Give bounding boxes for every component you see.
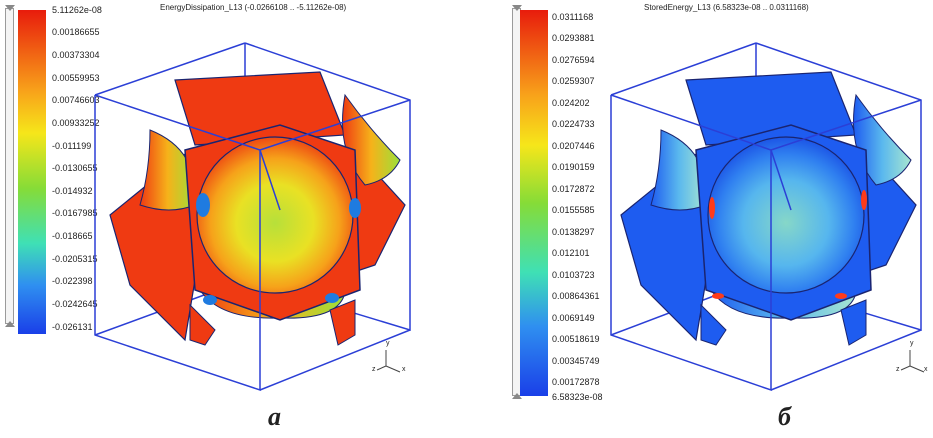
solid-face-bottom-right [840,299,867,346]
accent-spot [203,295,217,305]
accent-spot [861,190,867,210]
solid-face-bottom-left [700,303,727,346]
solid-face-bottom-left [189,303,216,346]
cube-wireframe-front [610,94,922,392]
cube-wireframe-front [94,94,411,392]
cube-render [610,42,922,392]
slider-top-thumb[interactable] [512,5,522,11]
legend-label: 0.00864361 [552,291,600,301]
legend-label: 0.00373304 [52,50,100,60]
legend-label: 0.0207446 [552,141,595,151]
axis-label-x: x [924,366,928,373]
accent-spot [712,293,724,299]
legend-label: 0.00345749 [552,356,600,366]
legend-label: -0.011199 [52,141,92,151]
legend-label: 0.00518619 [552,334,600,344]
accent-spot [349,198,361,218]
legend-label: 0.0311168 [552,12,594,22]
axis-label-z: z [372,366,376,373]
cube-render [94,42,411,392]
legend-label: 6.58323e-08 [552,392,603,402]
legend-label: 0.024202 [552,98,590,108]
legend-label: 0.0069149 [552,313,595,323]
color-legend-bar [520,10,548,396]
legend-label: -0.018665 [52,231,93,241]
slider-bottom-thumb[interactable] [5,321,15,327]
axis-triad-icon [376,350,401,373]
legend-label: 0.00186655 [52,27,100,37]
legend-label: -0.026131 [52,322,93,332]
dome-front [196,136,354,294]
solid-face-bottom-right [329,299,356,346]
legend-label: -0.0242645 [52,299,98,309]
panel-caption: б [778,402,791,431]
axis-triad: y x z [896,340,932,376]
panel-stored-energy: 0.0311168 0.0293881 0.0276594 0.0259307 … [466,0,933,438]
saddle-left [139,129,196,211]
legend-label: 0.0190159 [552,162,595,172]
range-slider[interactable] [5,5,15,327]
axis-label-x: x [402,366,406,373]
accent-spot [325,293,339,303]
saddle-left [650,129,707,211]
legend-label: 0.0138297 [552,227,595,237]
color-legend-bar [18,10,46,334]
legend-label: -0.0130655 [52,163,98,173]
legend-label: -0.014932 [52,186,93,196]
legend-label: 5.11262e-08 [52,5,102,15]
slider-bottom-thumb[interactable] [512,393,522,399]
legend-label: 0.0103723 [552,270,595,280]
axis-label-z: z [896,366,900,373]
legend-label: -0.0205315 [52,254,98,264]
axis-label-y: y [910,340,914,347]
legend-label: 0.00746603 [52,95,100,105]
legend-label: 0.00933252 [52,118,100,128]
legend-label: -0.0167985 [52,208,98,218]
legend-label: -0.022398 [52,276,93,286]
dome-front [707,136,865,294]
legend-label: 0.00172878 [552,377,600,387]
axis-triad-icon [900,350,925,373]
legend-label: 0.0224733 [552,119,595,129]
legend-label: 0.0155585 [552,205,595,215]
panel-energy-dissipation: 5.11262e-08 0.00186655 0.00373304 0.0055… [0,0,466,438]
accent-spot [709,197,715,219]
legend-label: 0.0276594 [552,55,595,65]
legend-label: 0.00559953 [52,73,100,83]
axis-triad: y x z [372,340,414,376]
plot-title: StoredEnergy_L13 (6.58323e-08 .. 0.03111… [644,3,809,12]
legend-label: 0.0293881 [552,33,595,43]
panel-caption: а [268,402,281,431]
legend-label: 0.012101 [552,248,590,258]
legend-label: 0.0172872 [552,184,595,194]
accent-spot [835,293,847,299]
plot-title: EnergyDissipation_L13 (-0.0266108 .. -5.… [160,3,347,12]
axis-label-y: y [386,340,390,347]
accent-spot [196,193,210,217]
slider-top-thumb[interactable] [5,5,15,11]
legend-label: 0.0259307 [552,76,595,86]
